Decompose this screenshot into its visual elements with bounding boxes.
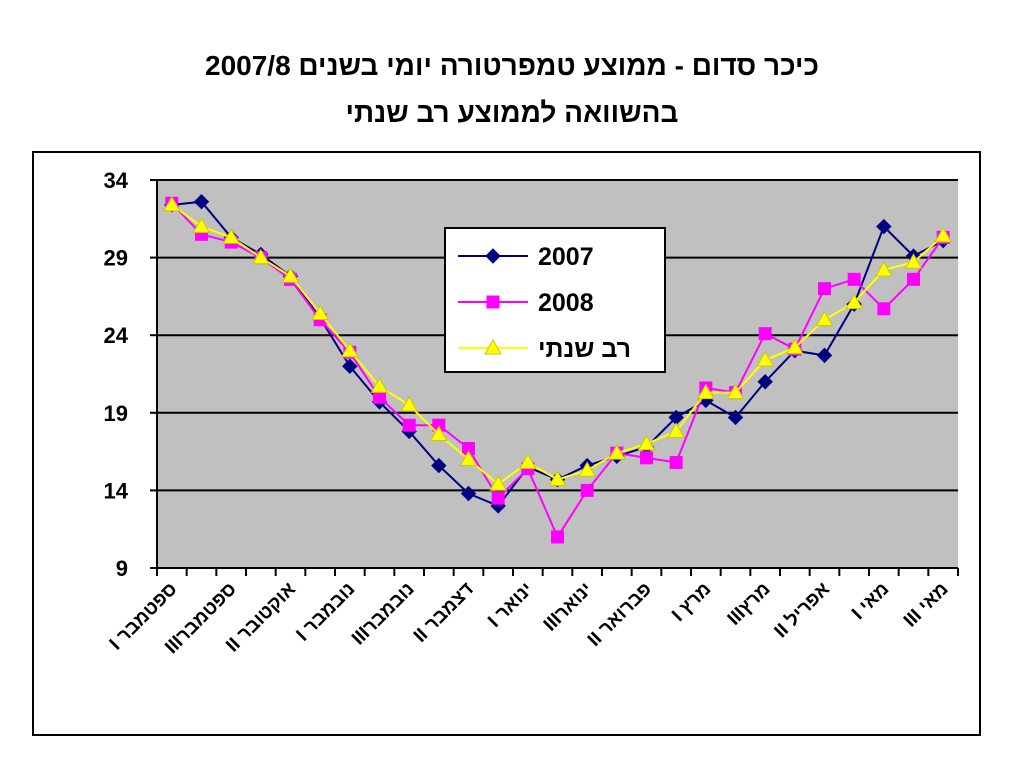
marker (548, 470, 567, 487)
legend-marker (485, 248, 501, 264)
marker (489, 475, 508, 491)
marker (757, 374, 773, 390)
marker (876, 218, 892, 235)
marker (162, 195, 181, 212)
y-tick-label: 29 (104, 246, 128, 271)
marker (934, 226, 953, 243)
marker (785, 338, 804, 355)
marker (251, 248, 270, 265)
marker (640, 451, 653, 465)
marker (311, 304, 330, 320)
marker (904, 253, 923, 269)
legend-marker (484, 338, 502, 355)
legend-label: 2007 (538, 243, 594, 271)
y-tick-label: 14 (104, 478, 129, 503)
y-tick-label: 9 (116, 556, 128, 581)
marker (459, 450, 478, 466)
marker (727, 409, 744, 426)
marker (877, 302, 891, 316)
marker (726, 383, 745, 400)
marker (281, 267, 300, 283)
marker (815, 310, 834, 327)
chart-subtitle: בהשוואה לממוצע רב שנתי (346, 97, 679, 128)
marker (222, 228, 241, 244)
marker (518, 453, 537, 469)
marker (429, 425, 448, 442)
marker (845, 293, 864, 310)
marker (342, 358, 358, 374)
marker (874, 261, 893, 277)
marker (758, 327, 772, 341)
y-tick-label: 19 (104, 401, 128, 426)
marker (756, 351, 775, 367)
y-tick-label: 34 (104, 168, 129, 193)
marker (669, 455, 683, 469)
marker (431, 457, 447, 474)
legend-label: רב שנתי (538, 335, 631, 363)
y-tick-label: 24 (104, 323, 129, 348)
marker (193, 194, 210, 210)
marker (400, 396, 419, 412)
chart-title: כיכר סדום - ממוצע טמפרטורה יומי בשנים 20… (205, 50, 819, 81)
marker (696, 383, 715, 400)
marker (580, 483, 594, 497)
marker (816, 347, 833, 364)
marker (370, 377, 389, 393)
marker (373, 390, 386, 404)
marker (818, 282, 831, 296)
marker (460, 485, 477, 502)
marker (607, 444, 626, 460)
marker (578, 461, 597, 477)
marker (847, 272, 861, 286)
marker (667, 422, 686, 438)
marker (192, 217, 211, 234)
marker (491, 491, 505, 505)
legend-marker (486, 295, 500, 309)
legend-label: 2008 (538, 289, 594, 317)
marker (637, 434, 656, 451)
marker (907, 272, 920, 286)
marker (340, 341, 359, 358)
marker (551, 530, 564, 544)
marker (402, 418, 416, 432)
